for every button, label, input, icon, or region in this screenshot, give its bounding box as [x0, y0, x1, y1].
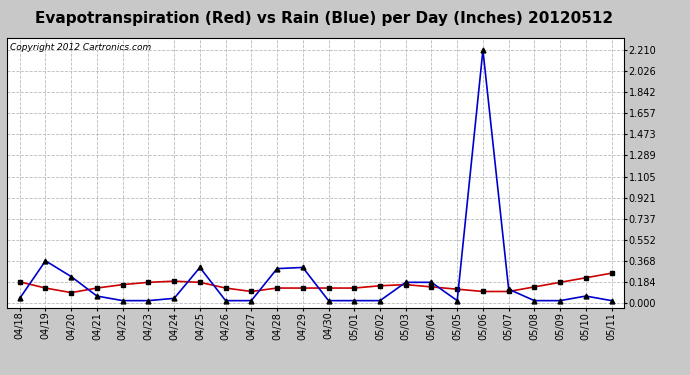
Text: Copyright 2012 Cartronics.com: Copyright 2012 Cartronics.com	[10, 43, 151, 52]
Text: Evapotranspiration (Red) vs Rain (Blue) per Day (Inches) 20120512: Evapotranspiration (Red) vs Rain (Blue) …	[35, 11, 613, 26]
